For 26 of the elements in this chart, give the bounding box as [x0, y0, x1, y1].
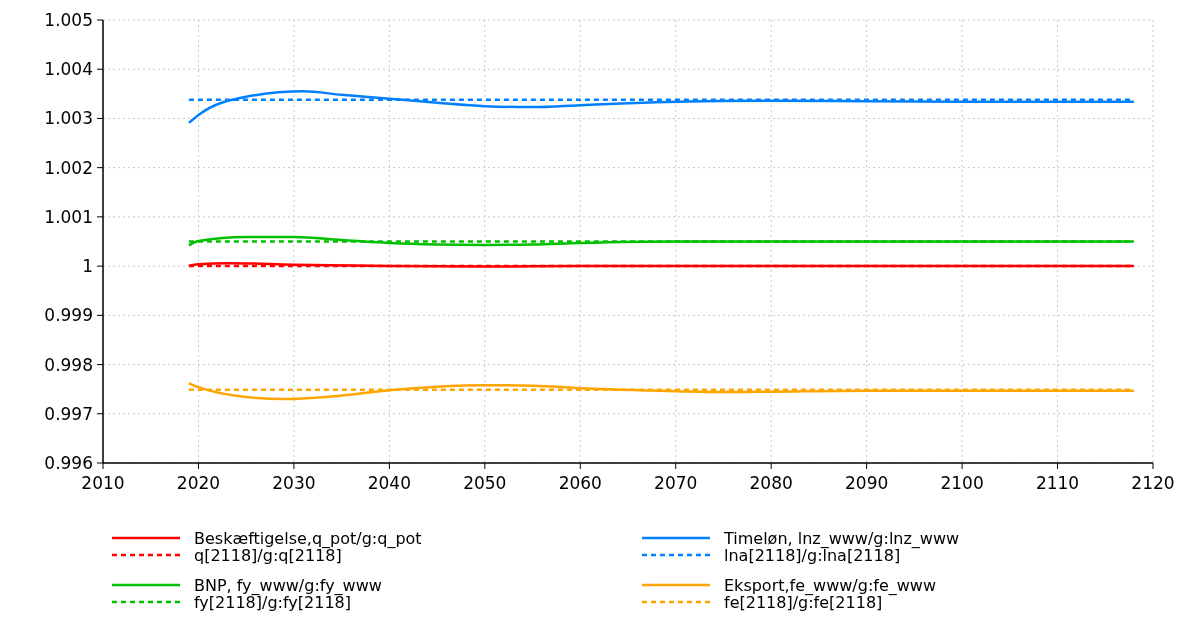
y-tick-label: 0.998 [44, 354, 93, 375]
x-tick-label: 2110 [1035, 473, 1080, 493]
legend-label: Beskæftigelse,q_pot/g:q_pot [194, 528, 422, 549]
legend-label: BNP, fy_www/g:fy_www [194, 575, 382, 596]
x-tick-label: 2070 [654, 473, 698, 493]
x-tick-label: 2030 [272, 473, 316, 493]
legend-label: Eksport,fe_www/g:fe_www [724, 575, 936, 596]
x-tick-label: 2060 [558, 473, 602, 493]
x-tick-label: 2040 [367, 473, 411, 493]
y-tick-label: 0.997 [44, 403, 93, 424]
x-tick-label: 2090 [845, 473, 889, 493]
x-tick-label: 2010 [81, 473, 125, 493]
y-tick-label: 1.002 [44, 157, 93, 178]
y-tick-label: 1.003 [44, 108, 93, 129]
x-tick-label: 2080 [749, 473, 793, 493]
y-tick-label: 1.004 [44, 59, 93, 80]
y-tick-label: 0.996 [44, 452, 93, 473]
x-tick-label: 2100 [940, 473, 984, 493]
legend-label: Timeløn, lnz_www/g:lnz_www [723, 528, 960, 549]
y-tick-label: 0.999 [44, 305, 93, 326]
y-tick-label: 1.001 [44, 206, 93, 227]
x-tick-label: 2120 [1131, 473, 1175, 493]
y-tick-label: 1 [82, 256, 93, 277]
x-tick-label: 2020 [176, 473, 221, 493]
y-tick-label: 1.005 [44, 9, 93, 30]
x-tick-label: 2050 [463, 473, 507, 493]
